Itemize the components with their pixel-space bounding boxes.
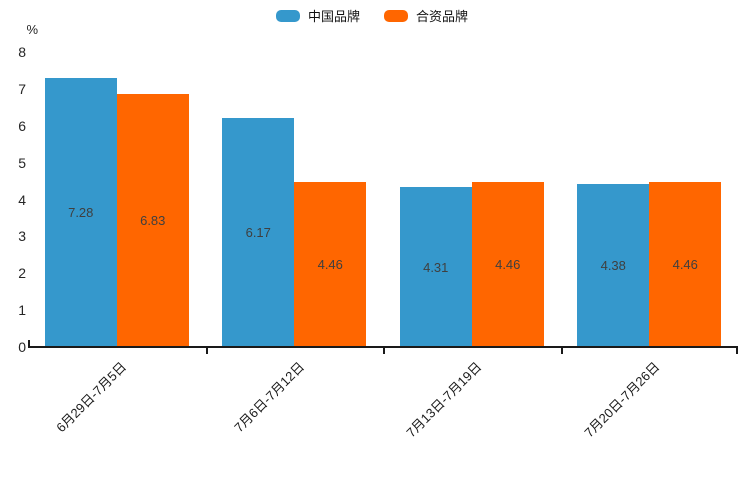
y-tick-label: 4 [18,191,26,208]
legend-swatch-icon [384,9,408,22]
y-tick-label: 0 [18,339,26,355]
legend-item-0: 中国品牌 [275,6,360,25]
y-tick-label: 7 [18,80,26,97]
axis-tick [383,348,385,354]
x-category-label-text: 7月13日-7月19日 [403,359,485,441]
legend: 中国品牌 合资品牌 [0,6,744,25]
axis-tick [560,348,563,354]
bar-series0-group0 [44,77,117,346]
legend-item-1: 合资品牌 [384,6,468,25]
x-axis-line [28,346,738,348]
y-tick-label: 3 [18,228,26,245]
x-category-label-text: 7月20日-7月26日 [580,359,662,441]
bar-series0-group1 [222,118,295,346]
x-category-label-text: 7月6日-7月12日 [230,359,307,436]
bar-value-label: 7.28 [68,204,94,220]
bar-value-label: 4.46 [495,256,521,272]
bar-value-label: 4.46 [672,256,698,272]
bar-series1-group3 [649,181,722,346]
bar-value-label: 6.17 [245,225,271,241]
bar-value-label: 4.46 [317,256,343,272]
x-category-label-text: 6月29日-7月5日 [53,359,130,436]
legend-label: 中国品牌 [307,9,360,24]
bar-series1-group1 [294,181,367,346]
bar-series1-group2 [471,181,544,346]
axis-tick [28,340,30,346]
y-tick-label: 6 [18,117,26,134]
bar-value-label: 4.31 [423,259,449,275]
y-axis-unit-label: % [26,22,38,37]
bar-series1-group0 [116,94,189,346]
axis-tick [736,348,738,354]
legend-label: 合资品牌 [416,9,469,24]
bar-series0-group2 [399,187,472,346]
bar-series0-group3 [577,184,650,346]
y-tick-label: 2 [18,265,26,282]
axis-tick [205,348,208,354]
bar-value-label: 4.38 [600,258,626,274]
bar-value-label: 6.83 [140,213,166,229]
y-tick-label: 1 [18,302,26,319]
y-tick-label: 8 [18,44,26,60]
legend-swatch-icon [275,9,300,22]
y-tick-label: 5 [18,154,26,171]
